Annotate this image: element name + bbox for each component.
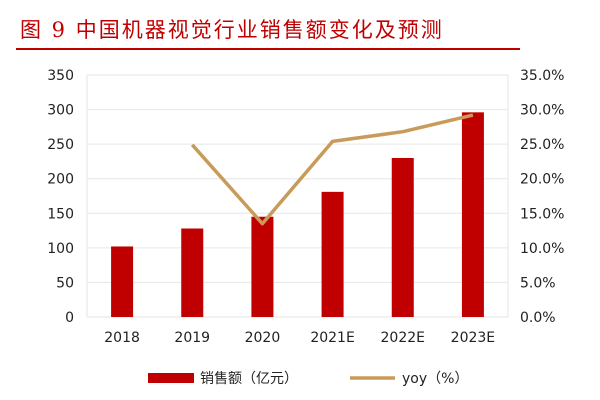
x-tick-label: 2023E xyxy=(451,330,495,346)
x-tick-label: 2019 xyxy=(174,330,210,346)
left-tick-label: 200 xyxy=(47,172,74,188)
x-tick-label: 2022E xyxy=(381,330,425,346)
left-tick-label: 250 xyxy=(47,137,74,153)
right-tick-label: 30.0% xyxy=(520,103,564,119)
yoy-line xyxy=(190,113,474,226)
x-tick-label: 2020 xyxy=(245,330,281,346)
legend-bar-swatch xyxy=(148,373,194,383)
x-tick-label: 2018 xyxy=(104,330,140,346)
left-tick-label: 0 xyxy=(65,310,74,326)
bar xyxy=(181,228,204,317)
legend-bar-label: 销售额（亿元） xyxy=(200,371,298,387)
right-tick-label: 0.0% xyxy=(520,310,556,326)
chart-title: 图 9 中国机器视觉行业销售额变化及预测 xyxy=(20,18,444,42)
left-tick-label: 300 xyxy=(47,103,74,119)
x-tick-label: 2021E xyxy=(310,330,354,346)
right-tick-label: 35.0% xyxy=(520,68,564,84)
legend-line-label: yoy（%） xyxy=(402,371,468,387)
left-tick-label: 150 xyxy=(47,206,74,222)
right-tick-label: 20.0% xyxy=(520,172,564,188)
right-tick-label: 10.0% xyxy=(520,241,564,257)
left-tick-label: 100 xyxy=(47,241,74,257)
bar xyxy=(461,112,484,317)
left-tick-label: 350 xyxy=(47,68,74,84)
bar xyxy=(321,191,344,317)
right-tick-label: 25.0% xyxy=(520,137,564,153)
bar xyxy=(391,157,414,317)
left-tick-label: 50 xyxy=(56,275,74,291)
bar xyxy=(111,246,134,317)
title-underline xyxy=(16,48,520,50)
right-tick-label: 15.0% xyxy=(520,206,564,222)
bar xyxy=(251,216,274,317)
right-tick-label: 5.0% xyxy=(520,275,556,291)
